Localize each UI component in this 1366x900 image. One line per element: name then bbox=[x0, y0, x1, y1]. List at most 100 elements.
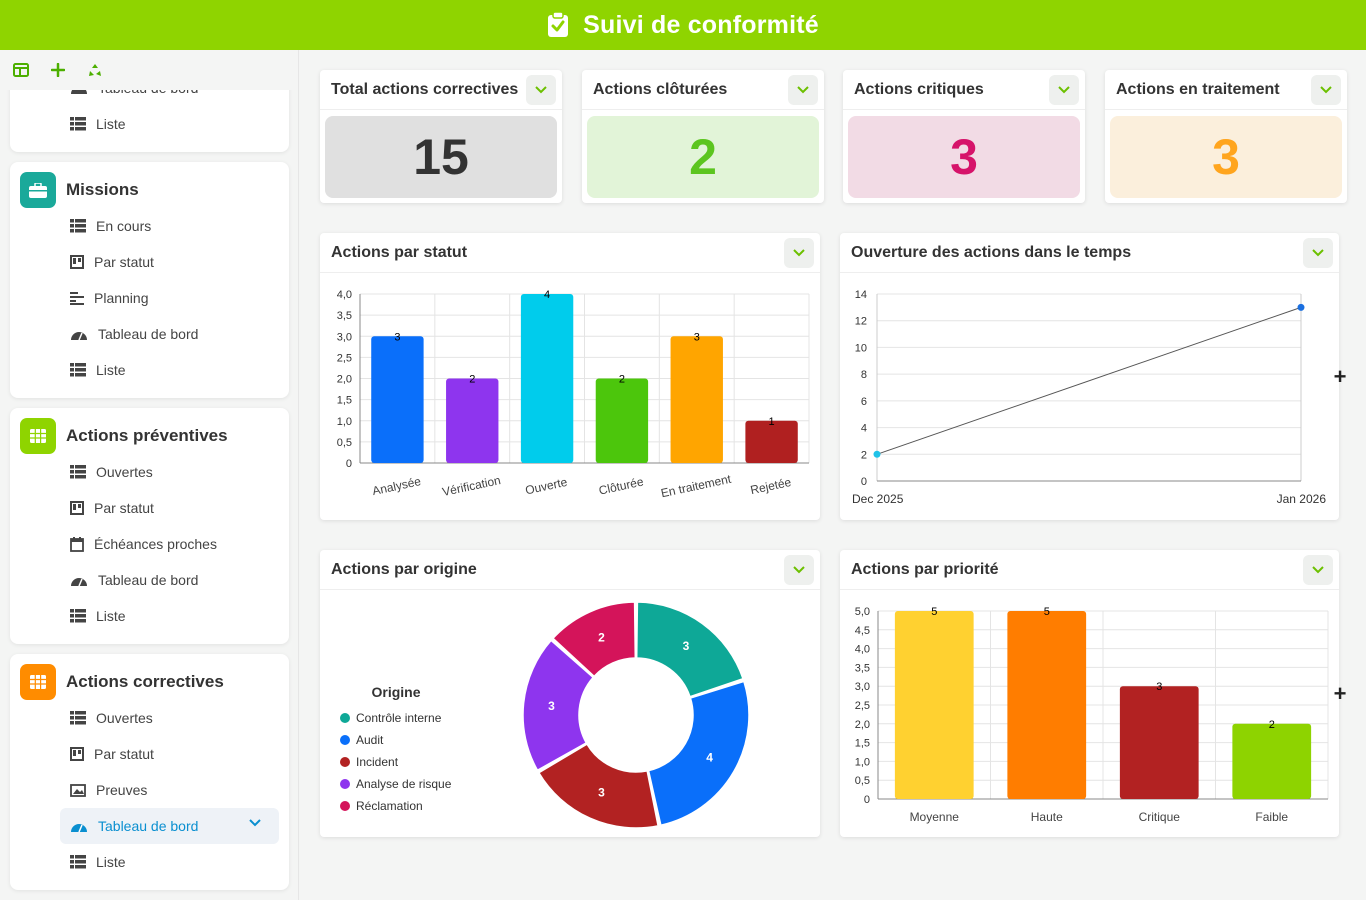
table-list-icon bbox=[70, 609, 86, 623]
sidebar-item-ouvertes[interactable]: Ouvertes bbox=[60, 700, 279, 736]
sidebar-item-label: Liste bbox=[96, 116, 126, 132]
slice-label: 3 bbox=[548, 699, 555, 713]
panel-menu-button[interactable] bbox=[784, 238, 814, 268]
y-tick-label: 6 bbox=[861, 396, 867, 408]
chevron-down-icon[interactable] bbox=[249, 819, 261, 827]
kpi-value: 3 bbox=[848, 116, 1080, 198]
slice-label: 3 bbox=[683, 639, 690, 653]
chevron-down-icon bbox=[1058, 86, 1070, 94]
table-list-icon bbox=[70, 855, 86, 869]
sidebar-item-par-statut[interactable]: Par statut bbox=[60, 490, 279, 526]
x-tick-label: Faible bbox=[1255, 810, 1288, 824]
sidebar-group-actions-correctives: Actions correctives Ouvertes Par statut … bbox=[10, 654, 289, 890]
grid-icon bbox=[20, 418, 56, 454]
add-button[interactable] bbox=[47, 59, 69, 81]
group-header[interactable]: Actions correctives bbox=[20, 664, 224, 700]
kpi-actions-en-traitement: Actions en traitement 3 bbox=[1105, 70, 1347, 203]
sidebar-item-echeances-proches[interactable]: Échéances proches bbox=[60, 526, 279, 562]
panel-menu-button[interactable] bbox=[1303, 555, 1333, 585]
y-tick-label: 3,0 bbox=[855, 681, 870, 693]
kanban-icon bbox=[70, 747, 84, 761]
sidebar-item-label: Tableau de bord bbox=[98, 326, 199, 342]
refresh-button[interactable] bbox=[84, 59, 106, 81]
app-title: Suivi de conformité bbox=[583, 10, 819, 39]
data-label: 5 bbox=[1044, 606, 1050, 618]
sidebar-item-tableau-de-bord-active[interactable]: Tableau de bord bbox=[60, 808, 279, 844]
grid-icon bbox=[20, 664, 56, 700]
x-tick-label: Vérification bbox=[441, 473, 502, 499]
kpi-menu-button[interactable] bbox=[1311, 75, 1341, 105]
kpi-menu-button[interactable] bbox=[526, 75, 556, 105]
group-header[interactable]: Missions bbox=[20, 172, 139, 208]
y-tick-label: 1,5 bbox=[855, 738, 870, 750]
chevron-down-icon bbox=[1320, 86, 1332, 94]
y-tick-label: 4 bbox=[861, 423, 867, 435]
legend-marker bbox=[340, 735, 350, 745]
bar bbox=[670, 336, 723, 463]
kpi-title: Actions en traitement bbox=[1105, 70, 1347, 110]
sidebar-item-label: Ouvertes bbox=[96, 464, 153, 480]
sidebar-item-en-cours[interactable]: En cours bbox=[60, 208, 279, 244]
sidebar-item-par-statut[interactable]: Par statut bbox=[60, 244, 279, 280]
y-tick-label: 10 bbox=[855, 342, 867, 354]
sidebar-item-label: Tableau de bord bbox=[98, 572, 199, 588]
panel-menu-button[interactable] bbox=[1303, 238, 1333, 268]
bar-chart-statut: 0 0,5 1,0 1,5 2,0 2,5 3,0 3,5 4,0 3 Analysée 2 Vérif… bbox=[337, 289, 810, 500]
legend-label: Réclamation bbox=[356, 799, 423, 813]
legend-marker bbox=[340, 779, 350, 789]
legend-label: Incident bbox=[356, 755, 399, 769]
y-tick-label: 5,0 bbox=[855, 606, 870, 618]
group-header[interactable]: Actions préventives bbox=[20, 418, 228, 454]
sidebar-item-tableau-de-bord[interactable]: Tableau de bord bbox=[60, 562, 279, 598]
sidebar-item-ouvertes[interactable]: Ouvertes bbox=[60, 454, 279, 490]
add-widget-button[interactable]: + bbox=[1333, 681, 1347, 706]
sidebar-item-liste[interactable]: Liste bbox=[60, 598, 279, 634]
bar bbox=[446, 378, 499, 463]
x-tick-label: Moyenne bbox=[910, 810, 960, 824]
y-tick-label: 2 bbox=[861, 449, 867, 461]
sidebar-item-label: Par statut bbox=[94, 500, 154, 516]
sidebar-item-par-statut[interactable]: Par statut bbox=[60, 736, 279, 772]
kpi-title: Total actions correctives bbox=[320, 70, 562, 110]
kpi-menu-button[interactable] bbox=[788, 75, 818, 105]
add-widget-button[interactable]: + bbox=[1333, 364, 1347, 389]
kanban-icon bbox=[70, 501, 84, 515]
sidebar-item-planning[interactable]: Planning bbox=[60, 280, 279, 316]
legend-label: Audit bbox=[356, 733, 384, 747]
y-tick-label: 1,5 bbox=[337, 395, 352, 407]
sidebar-item-liste[interactable]: Liste bbox=[60, 352, 279, 388]
sidebar-item-liste-top[interactable]: Liste bbox=[60, 106, 279, 142]
y-tick-label: 1,0 bbox=[855, 756, 870, 768]
data-label: 2 bbox=[469, 374, 475, 386]
kpi-value: 15 bbox=[325, 116, 557, 198]
bar bbox=[1007, 611, 1087, 799]
y-tick-label: 2,0 bbox=[855, 719, 870, 731]
data-label: 4 bbox=[544, 289, 550, 301]
dashboard-gauge-icon bbox=[71, 332, 87, 341]
panel-actions-par-statut: Actions par statut 0 0,5 1,0 1,5 2,0 2,5 3,0 3,… bbox=[320, 233, 820, 520]
y-tick-label: 12 bbox=[855, 316, 867, 328]
sidebar-item-label: Par statut bbox=[94, 254, 154, 270]
y-tick-label: 3,5 bbox=[337, 310, 352, 322]
panel-title: Actions par origine bbox=[320, 550, 820, 590]
data-label: 2 bbox=[619, 374, 625, 386]
data-point bbox=[1297, 303, 1305, 311]
sidebar-item-label: Par statut bbox=[94, 746, 154, 762]
x-tick-label: Dec 2025 bbox=[852, 492, 904, 506]
line-chart-temps: 0 2 4 6 8 10 12 14 Dec 2025 Jan 2026 bbox=[852, 289, 1326, 506]
bar bbox=[595, 378, 649, 463]
panel-actions-par-origine: Actions par origine Origine Contrôle inte… bbox=[320, 550, 820, 837]
group-title: Actions correctives bbox=[66, 672, 224, 691]
sidebar-item-liste[interactable]: Liste bbox=[60, 844, 279, 880]
panel-menu-button[interactable] bbox=[784, 555, 814, 585]
table-list-icon bbox=[70, 711, 86, 725]
y-tick-label: 0 bbox=[861, 476, 867, 488]
kpi-menu-button[interactable] bbox=[1049, 75, 1079, 105]
sidebar-item-label: En cours bbox=[96, 218, 152, 234]
y-tick-label: 2,5 bbox=[855, 700, 870, 712]
chevron-down-icon bbox=[1312, 249, 1324, 257]
legend-label: Contrôle interne bbox=[356, 711, 442, 725]
layout-toggle-button[interactable] bbox=[10, 59, 32, 81]
sidebar-item-preuves[interactable]: Preuves bbox=[60, 772, 279, 808]
sidebar-item-tableau-de-bord[interactable]: Tableau de bord bbox=[60, 316, 279, 352]
